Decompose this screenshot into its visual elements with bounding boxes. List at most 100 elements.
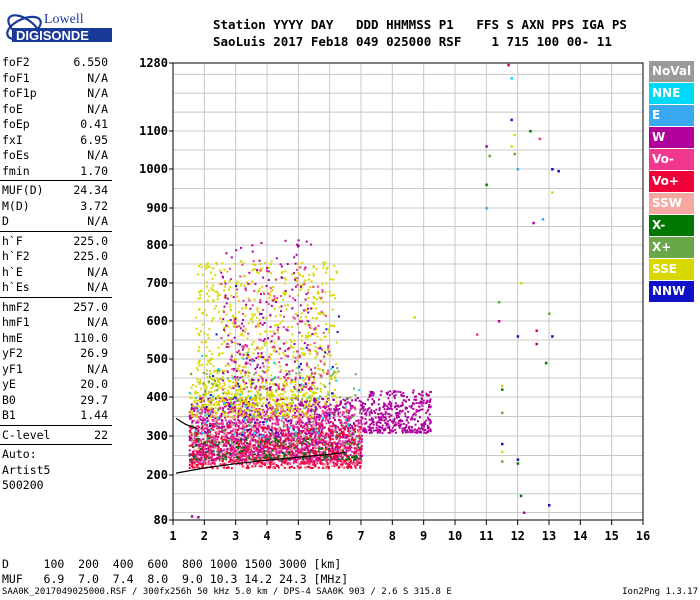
- echo-point: [226, 415, 229, 418]
- echo-point: [247, 374, 250, 377]
- echo-point: [257, 458, 260, 460]
- echo-point: [289, 458, 291, 461]
- echo-point: [202, 463, 205, 466]
- echo-point: [321, 443, 324, 446]
- echo-point: [252, 427, 255, 430]
- echo-point: [280, 428, 283, 431]
- echo-point: [309, 416, 312, 418]
- echo-point: [302, 430, 305, 433]
- echo-point: [354, 424, 357, 427]
- echo-point: [279, 322, 282, 325]
- echo-point: [349, 440, 351, 443]
- echo-point: [329, 403, 332, 406]
- echo-point: [241, 375, 244, 378]
- echo-point: [315, 354, 318, 357]
- echo-point: [301, 377, 304, 380]
- echo-point: [249, 422, 252, 425]
- echo-point: [206, 444, 208, 447]
- param-value: 24.34: [73, 183, 108, 197]
- echo-point: [318, 413, 321, 416]
- echo-point: [317, 432, 320, 434]
- echo-point: [287, 467, 290, 470]
- echo-point: [342, 448, 345, 451]
- echo-point: [197, 429, 200, 432]
- echo-point: [207, 380, 210, 383]
- echo-point: [304, 440, 307, 443]
- echo-point: [194, 454, 196, 457]
- echo-point: [252, 451, 255, 453]
- echo-point: [358, 449, 361, 452]
- echo-point: [314, 429, 317, 432]
- echo-point: [351, 438, 354, 441]
- param-value: 29.7: [80, 392, 108, 407]
- echo-point: [337, 451, 340, 454]
- echo-point: [407, 427, 410, 430]
- echo-point: [263, 457, 266, 460]
- echo-point: [214, 273, 217, 276]
- echo-point: [239, 437, 242, 440]
- echo-point: [343, 427, 346, 429]
- echo-point: [265, 441, 268, 444]
- echo-point: [295, 422, 298, 425]
- echo-point: [267, 266, 270, 269]
- echo-point: [229, 426, 231, 429]
- echo-point: [286, 426, 289, 429]
- echo-point: [344, 405, 347, 408]
- echo-point: [328, 447, 331, 450]
- echo-point: [207, 428, 210, 431]
- echo-point: [410, 418, 412, 421]
- echo-point: [259, 449, 262, 452]
- param-row: foEs N/A: [0, 148, 112, 164]
- echo-point: [193, 420, 196, 423]
- echo-point: [307, 432, 310, 435]
- echo-point: [293, 447, 296, 449]
- echo-point: [244, 422, 247, 425]
- echo-point: [403, 429, 406, 432]
- param-row: foF1 N/A: [0, 71, 112, 87]
- echo-point: [305, 392, 308, 395]
- echo-point: [258, 441, 261, 444]
- echo-point: [318, 397, 320, 400]
- echo-point: [335, 363, 337, 366]
- echo-point: [297, 431, 300, 434]
- echo-point: [363, 422, 366, 425]
- echo-point: [339, 428, 341, 431]
- echo-point: [228, 443, 231, 446]
- echo-point: [188, 444, 191, 447]
- echo-point: [329, 438, 332, 441]
- param-row: foEp 0.41: [0, 117, 112, 133]
- echo-point: [206, 456, 209, 459]
- echo-point: [299, 408, 302, 411]
- echo-point: [199, 395, 202, 397]
- echo-point: [215, 261, 218, 264]
- echo-point: [348, 463, 351, 466]
- echo-point: [327, 454, 330, 457]
- echo-point: [267, 424, 270, 427]
- echo-point: [299, 416, 302, 419]
- echo-point: [215, 401, 218, 403]
- echo-point: [312, 428, 315, 431]
- echo-point: [395, 408, 398, 411]
- echo-point: [415, 429, 418, 432]
- echo-point: [228, 404, 231, 407]
- echo-point: [372, 429, 375, 432]
- echo-point: [386, 405, 389, 408]
- echo-point: [305, 346, 308, 349]
- echo-point: [284, 385, 287, 388]
- echo-point: [308, 430, 311, 433]
- echo-point: [349, 460, 352, 463]
- echo-point: [221, 440, 224, 443]
- echo-point: [261, 426, 264, 429]
- echo-point: [247, 390, 250, 393]
- echo-point: [238, 414, 241, 417]
- echo-point: [196, 402, 199, 405]
- echo-point: [191, 419, 194, 422]
- echo-point: [264, 446, 267, 449]
- echo-point: [415, 431, 418, 434]
- echo-point: [328, 435, 331, 438]
- echo-point: [269, 442, 272, 445]
- echo-point: [290, 344, 292, 347]
- echo-point: [218, 354, 220, 357]
- echo-point: [211, 320, 213, 323]
- echo-point: [231, 454, 234, 457]
